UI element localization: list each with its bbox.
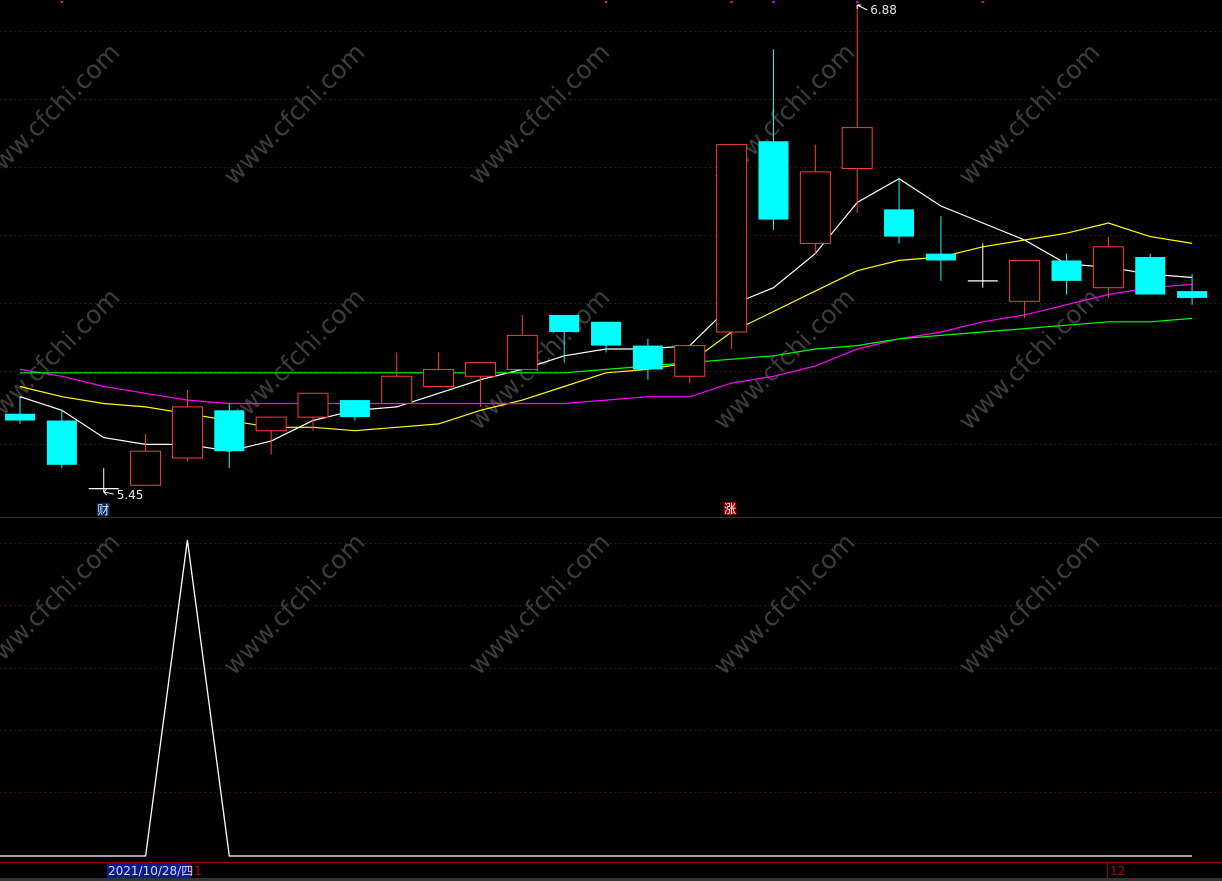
indicator-panel: [0, 539, 1193, 857]
candle: [841, 5, 873, 213]
watermark-text: www.cfchi.com: [0, 282, 126, 435]
candle-body: [46, 420, 77, 465]
candle: [799, 144, 831, 254]
candle: [1135, 253, 1166, 295]
top-marker: [60, 1, 63, 3]
candles: [5, 5, 1208, 493]
bottom-scrollbar[interactable]: [0, 878, 1222, 881]
watermark-text: www.cfchi.com: [952, 282, 1105, 435]
top-marker: [981, 1, 984, 3]
candle: [1177, 274, 1208, 305]
ma60-line: [20, 317, 1193, 374]
finance-marker-label: 财: [97, 503, 109, 517]
candle: [674, 345, 706, 384]
candle: [214, 403, 245, 469]
watermark-text: www.cfchi.com: [217, 527, 370, 680]
watermark-text: www.cfchi.com: [707, 527, 860, 680]
candle: [423, 352, 455, 387]
candle-body: [799, 171, 831, 244]
indicator-line: [0, 539, 1193, 857]
candle-body: [1177, 291, 1208, 298]
arrow-icon: [856, 4, 868, 11]
candle-body: [506, 334, 538, 370]
top-marker: [730, 1, 733, 3]
top-markers: [60, 1, 984, 3]
candle-body: [1009, 259, 1041, 302]
candle-body: [1135, 257, 1166, 295]
candle: [716, 144, 748, 350]
candle-body: [716, 144, 748, 333]
candle-body: [297, 392, 329, 418]
low-price-annotation: 5.45: [103, 488, 144, 502]
month-label-12: 12: [1110, 864, 1125, 878]
candle: [171, 389, 203, 462]
limit-up-marker[interactable]: 涨: [723, 501, 737, 516]
arrow-icon: [103, 488, 114, 496]
candle: [464, 362, 496, 407]
candle-body: [130, 450, 162, 486]
candle-body: [464, 362, 496, 377]
candle-body: [758, 141, 789, 220]
high-price-annotation: 6.88: [856, 3, 897, 17]
high-price-label: 6.88: [870, 3, 897, 17]
candle: [255, 416, 287, 455]
candle-body: [381, 375, 413, 405]
candle: [46, 410, 77, 469]
candle-body: [674, 345, 706, 377]
month-label-1: 1: [194, 864, 202, 878]
low-price-label: 5.45: [117, 488, 144, 502]
candle: [1009, 259, 1041, 319]
candle: [758, 49, 789, 230]
candle: [925, 216, 956, 281]
candle-body: [632, 345, 663, 370]
candle-body: [339, 400, 370, 418]
candle-body: [925, 253, 956, 261]
candle: [297, 392, 329, 431]
watermark-text: www.cfchi.com: [0, 527, 126, 680]
candle: [88, 468, 119, 493]
candle: [967, 243, 998, 288]
top-marker: [605, 1, 608, 3]
ma20-line: [19, 283, 1193, 405]
candle: [884, 178, 915, 244]
candle-body: [255, 416, 287, 432]
finance-marker[interactable]: 财: [96, 503, 110, 517]
candle: [381, 352, 413, 405]
watermark-text: www.cfchi.com: [0, 37, 126, 190]
cursor-date-label: 2021/10/28/四: [108, 864, 193, 878]
candle-body: [1092, 246, 1124, 289]
candle: [1092, 236, 1124, 298]
candle: [1051, 253, 1082, 295]
watermark-text: www.cfchi.com: [952, 527, 1105, 680]
limit-up-marker-label: 涨: [724, 501, 736, 516]
candle-body: [214, 410, 245, 452]
grid-lines: [0, 31, 1222, 793]
watermark-text: www.cfchi.com: [462, 527, 615, 680]
candle-body: [841, 127, 873, 169]
watermark-text: www.cfchi.com: [462, 282, 615, 435]
candle: [130, 434, 162, 486]
candle: [632, 338, 663, 380]
candle-body: [884, 209, 915, 237]
candle-body: [549, 314, 580, 332]
candle-body: [1051, 260, 1082, 281]
candle: [591, 321, 622, 353]
candle: [549, 314, 580, 363]
candle: [5, 396, 35, 424]
candle-body: [591, 321, 622, 346]
candle-body: [171, 406, 203, 459]
candle: [339, 400, 370, 421]
candle-body: [5, 413, 35, 421]
top-marker: [772, 1, 775, 3]
cursor-date-box: 2021/10/28/四: [107, 863, 193, 878]
candle-body: [423, 368, 455, 387]
top-marker: [856, 1, 859, 3]
candle: [506, 314, 538, 370]
